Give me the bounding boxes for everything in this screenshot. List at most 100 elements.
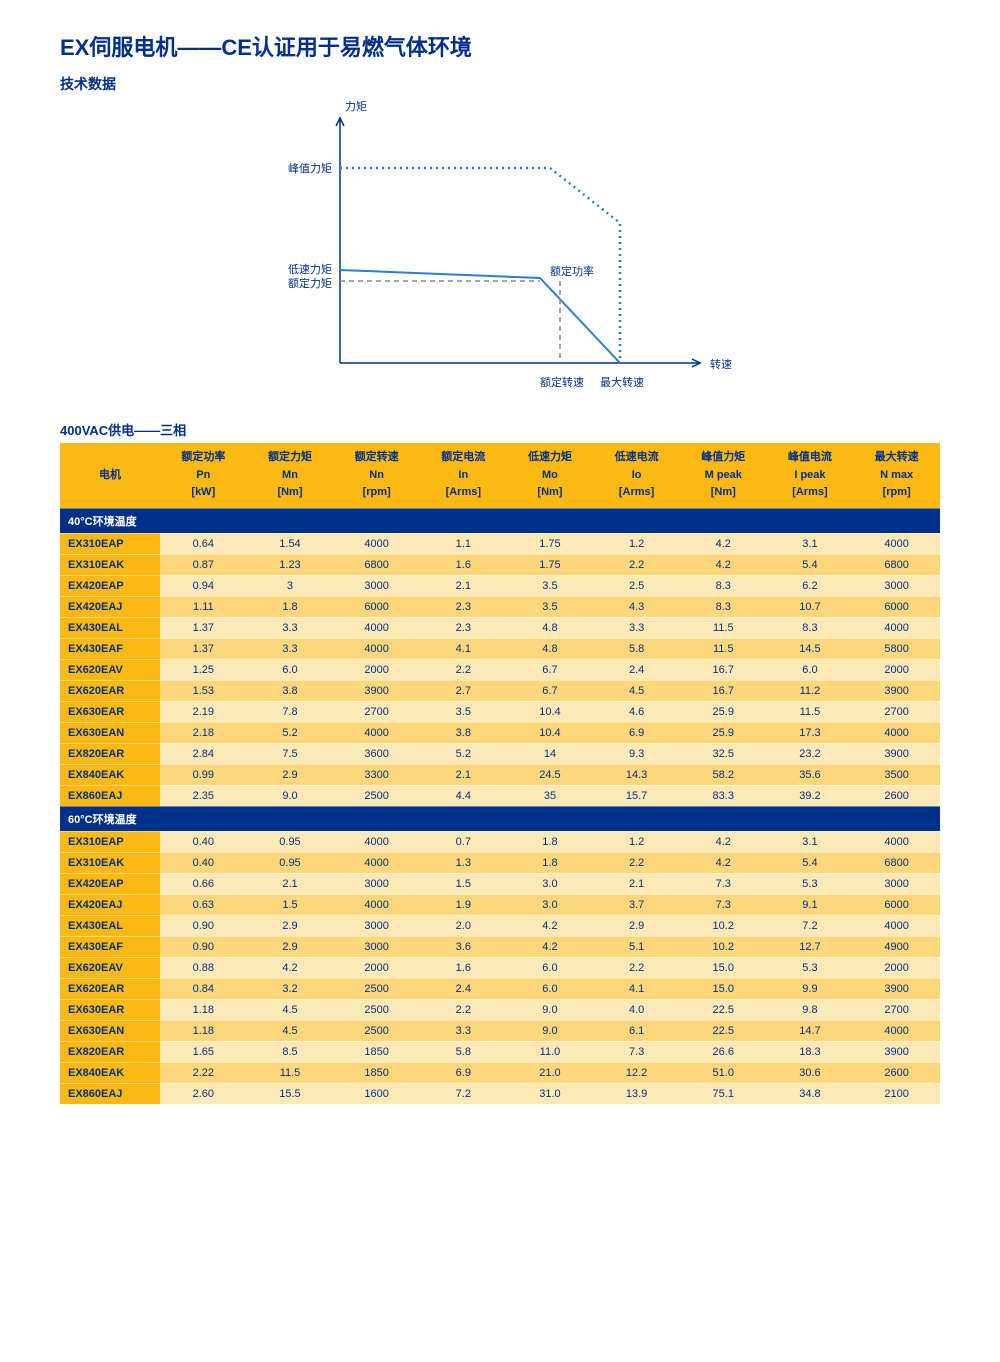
spec-value: 9.1 xyxy=(767,894,854,915)
spec-value: 2000 xyxy=(333,957,420,978)
spec-value: 5.8 xyxy=(593,638,680,659)
spec-value: 3.6 xyxy=(420,936,507,957)
col-header: 峰值电流I peak[Arms] xyxy=(767,443,854,508)
table-row: EX310EAP0.400.9540000.71.81.24.23.14000 xyxy=(60,831,940,852)
spec-value: 2.60 xyxy=(160,1083,247,1104)
spec-value: 32.5 xyxy=(680,743,767,764)
table-row: EX820EAR1.658.518505.811.07.326.618.3390… xyxy=(60,1041,940,1062)
spec-value: 10.2 xyxy=(680,936,767,957)
spec-value: 2.19 xyxy=(160,701,247,722)
spec-value: 4000 xyxy=(333,638,420,659)
spec-value: 75.1 xyxy=(680,1083,767,1104)
table-row: EX840EAK0.992.933002.124.514.358.235.635… xyxy=(60,764,940,785)
spec-value: 1.1 xyxy=(420,533,507,554)
spec-value: 7.3 xyxy=(680,894,767,915)
spec-value: 4.1 xyxy=(420,638,507,659)
spec-value: 11.0 xyxy=(507,1041,594,1062)
spec-value: 2.5 xyxy=(593,575,680,596)
spec-value: 0.84 xyxy=(160,978,247,999)
motor-model: EX310EAP xyxy=(60,533,160,554)
spec-value: 10.4 xyxy=(507,701,594,722)
spec-value: 0.66 xyxy=(160,873,247,894)
spec-value: 9.0 xyxy=(507,999,594,1020)
spec-value: 58.2 xyxy=(680,764,767,785)
spec-value: 14.3 xyxy=(593,764,680,785)
spec-value: 0.40 xyxy=(160,852,247,873)
spec-value: 1.5 xyxy=(247,894,334,915)
motor-model: EX840EAK xyxy=(60,764,160,785)
spec-value: 4000 xyxy=(853,915,940,936)
motor-model: EX420EAJ xyxy=(60,894,160,915)
spec-value: 8.3 xyxy=(767,617,854,638)
spec-value: 1850 xyxy=(333,1041,420,1062)
motor-model: EX310EAP xyxy=(60,831,160,852)
spec-value: 1.25 xyxy=(160,659,247,680)
spec-value: 6.7 xyxy=(507,680,594,701)
chart-rated-power-label: 额定功率 xyxy=(550,263,594,279)
spec-value: 3000 xyxy=(333,873,420,894)
spec-value: 22.5 xyxy=(680,1020,767,1041)
spec-value: 34.8 xyxy=(767,1083,854,1104)
table-row: EX620EAV1.256.020002.26.72.416.76.02000 xyxy=(60,659,940,680)
spec-value: 0.40 xyxy=(160,831,247,852)
spec-value: 2.9 xyxy=(247,915,334,936)
spec-value: 9.0 xyxy=(247,785,334,806)
spec-value: 7.2 xyxy=(767,915,854,936)
spec-value: 3000 xyxy=(853,873,940,894)
spec-value: 1850 xyxy=(333,1062,420,1083)
spec-value: 6.0 xyxy=(767,659,854,680)
spec-value: 2000 xyxy=(853,957,940,978)
motor-model: EX630EAN xyxy=(60,722,160,743)
col-header: 最大转速N max[rpm] xyxy=(853,443,940,508)
motor-model: EX630EAN xyxy=(60,1020,160,1041)
spec-value: 0.64 xyxy=(160,533,247,554)
spec-value: 25.9 xyxy=(680,701,767,722)
spec-value: 1.8 xyxy=(507,831,594,852)
motor-model: EX310EAK xyxy=(60,852,160,873)
chart-peak-label: 峰值力矩 xyxy=(288,160,332,176)
motor-model: EX310EAK xyxy=(60,554,160,575)
motor-model: EX620EAV xyxy=(60,659,160,680)
spec-value: 2.22 xyxy=(160,1062,247,1083)
table-row: EX860EAJ2.6015.516007.231.013.975.134.82… xyxy=(60,1083,940,1104)
table-row: EX430EAF1.373.340004.14.85.811.514.55800 xyxy=(60,638,940,659)
spec-value: 4.2 xyxy=(680,554,767,575)
spec-value: 4000 xyxy=(333,533,420,554)
spec-value: 5800 xyxy=(853,638,940,659)
spec-value: 2.9 xyxy=(247,764,334,785)
spec-value: 4000 xyxy=(333,722,420,743)
spec-value: 10.2 xyxy=(680,915,767,936)
col-header: 峰值力矩M peak[Nm] xyxy=(680,443,767,508)
spec-value: 4000 xyxy=(853,533,940,554)
spec-value: 6800 xyxy=(853,852,940,873)
spec-value: 8.5 xyxy=(247,1041,334,1062)
spec-value: 4.2 xyxy=(680,852,767,873)
spec-value: 2500 xyxy=(333,999,420,1020)
spec-value: 4.4 xyxy=(420,785,507,806)
spec-value: 5.2 xyxy=(420,743,507,764)
table-row: EX430EAL0.902.930002.04.22.910.27.24000 xyxy=(60,915,940,936)
spec-value: 39.2 xyxy=(767,785,854,806)
spec-value: 17.3 xyxy=(767,722,854,743)
spec-value: 2500 xyxy=(333,1020,420,1041)
spec-value: 7.8 xyxy=(247,701,334,722)
spec-value: 12.7 xyxy=(767,936,854,957)
spec-value: 9.9 xyxy=(767,978,854,999)
spec-value: 13.9 xyxy=(593,1083,680,1104)
spec-value: 6800 xyxy=(333,554,420,575)
spec-value: 3000 xyxy=(853,575,940,596)
motor-model: EX860EAJ xyxy=(60,785,160,806)
spec-value: 3.0 xyxy=(507,894,594,915)
spec-value: 22.5 xyxy=(680,999,767,1020)
spec-value: 3900 xyxy=(853,978,940,999)
spec-value: 14 xyxy=(507,743,594,764)
motor-model: EX430EAF xyxy=(60,638,160,659)
spec-value: 3.8 xyxy=(247,680,334,701)
spec-value: 1.2 xyxy=(593,831,680,852)
spec-value: 6000 xyxy=(333,596,420,617)
spec-value: 3 xyxy=(247,575,334,596)
spec-value: 2.2 xyxy=(420,659,507,680)
spec-value: 4000 xyxy=(333,852,420,873)
spec-value: 6.0 xyxy=(507,957,594,978)
spec-value: 0.95 xyxy=(247,852,334,873)
